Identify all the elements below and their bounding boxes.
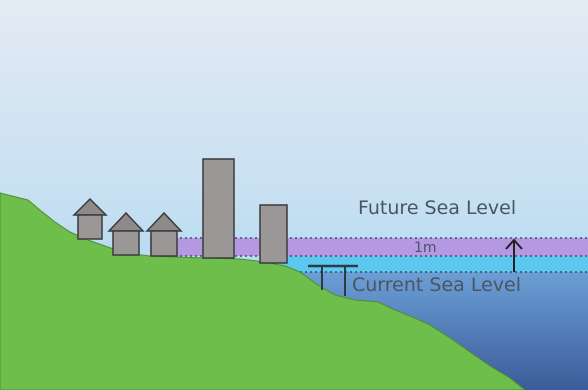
- tall-building-2: [259, 204, 288, 264]
- house-2-body: [112, 230, 140, 256]
- house-1-body: [77, 214, 103, 240]
- house-3: [145, 211, 183, 257]
- tall-building-1: [202, 158, 235, 259]
- pier: [308, 264, 358, 296]
- current-sea-level-label: Current Sea Level: [352, 274, 521, 296]
- up-arrow-icon: [505, 238, 523, 272]
- house-2: [107, 211, 145, 256]
- house-1: [72, 197, 108, 240]
- land: [0, 192, 526, 390]
- future-sea-level-label: Future Sea Level: [358, 197, 516, 219]
- house-3-body: [150, 230, 178, 257]
- rise-amount-label: 1m: [414, 240, 437, 256]
- current-sea-level-band: [280, 256, 588, 272]
